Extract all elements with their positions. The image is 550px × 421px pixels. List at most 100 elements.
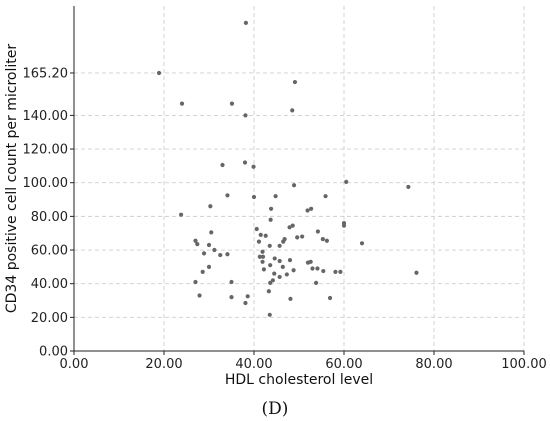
- data-point: [263, 233, 268, 238]
- data-point: [225, 193, 230, 198]
- y-tick-label: 20.00: [31, 311, 68, 326]
- data-point: [229, 279, 234, 285]
- data-point: [267, 312, 272, 317]
- data-point: [359, 241, 365, 246]
- data-point: [315, 266, 320, 271]
- data-point: [258, 232, 263, 237]
- x-tick-label: 60.00: [325, 357, 362, 372]
- data-point: [272, 256, 277, 261]
- data-point: [179, 212, 184, 217]
- data-point: [260, 259, 265, 264]
- data-point: [268, 280, 273, 285]
- data-point: [268, 263, 273, 268]
- data-point: [208, 204, 213, 209]
- grid-lines: [70, 6, 525, 355]
- data-point: [206, 242, 212, 248]
- data-point: [406, 184, 411, 190]
- y-tick-label: 80.00: [31, 210, 68, 225]
- data-point: [338, 269, 343, 275]
- y-tick-labels: 0.00 20.00 40.00 60.00 80.00 100.00 120.00 140.…: [23, 66, 69, 359]
- data-point: [243, 20, 248, 25]
- data-point: [260, 254, 266, 259]
- data-point: [305, 208, 310, 213]
- data-point: [229, 295, 234, 300]
- data-point: [284, 272, 289, 277]
- y-tick-label: 0.00: [39, 345, 68, 360]
- data-point: [243, 113, 248, 118]
- y-tick-label: 40.00: [31, 277, 68, 292]
- data-point: [327, 295, 333, 301]
- data-point: [272, 271, 277, 276]
- data-point: [256, 239, 262, 244]
- data-point: [320, 236, 325, 242]
- y-tick-label: 60.00: [31, 244, 68, 259]
- data-point: [321, 268, 326, 274]
- x-tick-label: 0.00: [60, 357, 89, 372]
- data-point: [280, 264, 285, 269]
- data-point: [243, 300, 248, 306]
- y-axis-label: CD34 positive cell count per microliter: [4, 44, 20, 313]
- data-point: [197, 293, 202, 298]
- x-axis-label: HDL cholesterol level: [225, 372, 373, 388]
- data-point: [341, 223, 347, 228]
- data-point: [267, 243, 272, 248]
- data-point: [270, 278, 275, 283]
- data-point: [209, 230, 214, 235]
- data-point: [229, 101, 235, 106]
- y-tick-label: 120.00: [23, 143, 69, 158]
- data-point: [290, 108, 295, 113]
- data-point: [324, 238, 329, 243]
- data-point: [200, 269, 205, 275]
- x-tick-label: 100.00: [501, 357, 547, 372]
- data-point: [212, 247, 217, 253]
- y-tick-label: 100.00: [23, 176, 69, 191]
- data-point: [344, 179, 349, 184]
- data-point: [266, 289, 271, 294]
- data-point: [295, 235, 300, 240]
- data-point: [291, 183, 297, 188]
- panel-label: (D): [262, 399, 289, 419]
- data-point: [273, 194, 278, 199]
- data-point: [245, 294, 250, 299]
- data-point: [156, 70, 162, 76]
- data-point: [260, 249, 265, 254]
- data-point: [268, 217, 273, 222]
- data-point: [291, 268, 296, 273]
- data-point: [193, 238, 198, 243]
- data-point: [261, 267, 266, 272]
- data-point: [179, 101, 185, 106]
- data-point: [257, 254, 262, 259]
- x-tick-label: 20.00: [145, 357, 182, 372]
- data-point: [225, 252, 230, 257]
- data-point: [242, 160, 248, 165]
- data-point: [220, 162, 225, 168]
- data-point: [290, 223, 295, 228]
- data-point: [277, 243, 282, 248]
- data-point: [195, 242, 200, 247]
- data-point: [254, 226, 259, 232]
- data-point: [308, 259, 313, 264]
- y-tick-label: 165.20: [23, 66, 69, 81]
- data-point: [292, 79, 298, 85]
- data-points: [156, 20, 419, 317]
- data-point: [287, 258, 293, 263]
- data-point: [333, 269, 338, 275]
- data-point: [282, 236, 287, 242]
- x-tick-label: 80.00: [415, 357, 452, 372]
- data-point: [277, 258, 282, 264]
- data-point: [309, 206, 314, 211]
- data-point: [251, 194, 257, 200]
- axes: [73, 6, 524, 352]
- data-point: [206, 264, 212, 269]
- data-point: [315, 229, 320, 234]
- x-tick-labels: 0.00 20.00 40.00 60.00 80.00 100.00: [60, 357, 547, 372]
- data-point: [288, 296, 293, 301]
- data-point: [251, 164, 256, 169]
- data-point: [323, 194, 328, 199]
- y-tick-label: 140.00: [23, 109, 69, 124]
- data-point: [300, 234, 305, 239]
- data-point: [269, 206, 274, 211]
- data-point: [310, 266, 315, 271]
- data-point: [314, 280, 319, 285]
